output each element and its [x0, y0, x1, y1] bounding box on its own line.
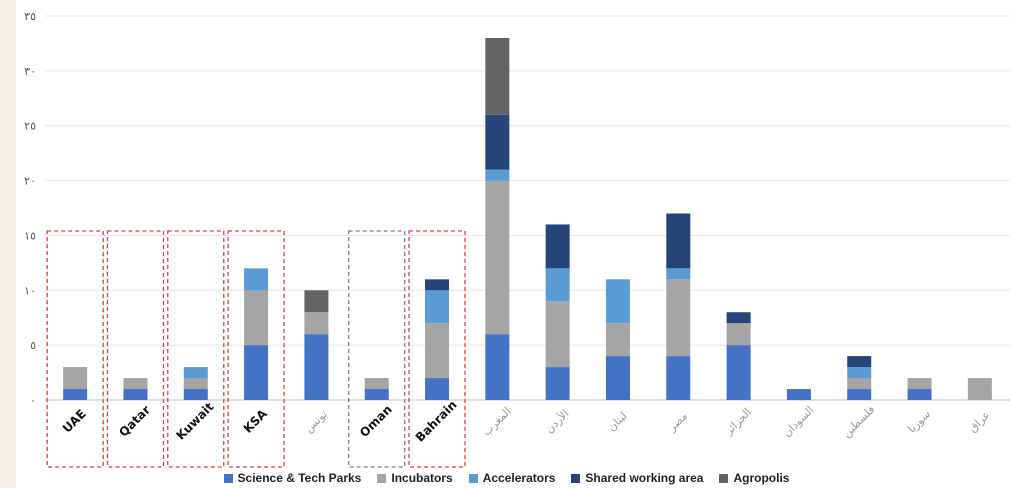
x-tick-label: المغرب: [480, 405, 514, 439]
highlight-box: [408, 230, 466, 468]
highlight-box: [46, 230, 104, 468]
bar-segment: [425, 290, 450, 324]
bar-segment: [425, 378, 450, 400]
bar-segment: [847, 389, 872, 400]
bar-segment: [244, 345, 269, 400]
legend-item-accelerators: Accelerators: [468, 471, 556, 485]
y-tick-label: ١٠: [24, 284, 36, 297]
legend-swatch: [571, 473, 581, 483]
x-tick-label: الأردن: [542, 406, 571, 435]
bar-segment: [63, 367, 88, 390]
x-tick-label: Kuwait: [174, 400, 217, 443]
bar-segment: [364, 389, 389, 400]
bar-segment: [425, 323, 450, 379]
x-tick-label: UAE: [60, 407, 89, 436]
bar-segment: [183, 378, 208, 390]
bar-segment: [63, 389, 88, 400]
legend-label: Shared working area: [585, 471, 704, 485]
legend-item-shared-working-area: Shared working area: [571, 471, 703, 485]
bar-segment: [485, 334, 510, 400]
y-tick-label: ٢٠: [24, 175, 36, 188]
x-tick-label: الجزائر: [722, 406, 754, 438]
bar-segment: [605, 323, 630, 357]
highlight-box: [348, 230, 406, 468]
bar-segment: [425, 279, 450, 291]
x-tick-label: عراق: [966, 408, 992, 434]
legend-item-incubators: Incubators: [377, 471, 453, 485]
x-tick-label: مصر: [665, 409, 690, 434]
highlight-box: [167, 230, 225, 468]
bar-segment: [726, 323, 751, 346]
legend-item-agropolis: Agropolis: [719, 471, 789, 485]
bar-segment: [847, 378, 872, 390]
legend-label: Agropolis: [733, 471, 790, 485]
legend-label: Science & Tech Parks: [237, 471, 362, 485]
legend-swatch: [468, 473, 478, 483]
bar-segment: [545, 224, 570, 269]
bar-segment: [786, 389, 811, 400]
bar-segment: [666, 213, 691, 269]
chart-legend: Science & Tech Parks Incubators Accelera…: [0, 469, 1013, 487]
bar-segment: [666, 279, 691, 357]
x-tick-label: فلسطين: [840, 403, 877, 440]
y-tick-label: ٥: [30, 339, 36, 352]
x-tick-label: السودان: [780, 404, 816, 440]
bar-segment: [123, 389, 148, 400]
x-tick-label: KSA: [241, 406, 271, 436]
bar-segment: [545, 367, 570, 400]
bar-segment: [545, 301, 570, 368]
legend-swatch: [377, 473, 387, 483]
y-tick-label: ٣٥: [24, 10, 36, 23]
bar-segment: [847, 356, 872, 368]
y-tick-label: ٠: [30, 394, 36, 407]
highlight-box: [106, 230, 165, 468]
bar-segment: [485, 37, 510, 115]
legend-label: Accelerators: [482, 471, 556, 485]
bar-segment: [485, 114, 510, 170]
bar-segment: [666, 356, 691, 400]
stacked-bar-chart: ٠ ٥ ١٠ ١٥ ٢٠ ٢٥ ٣٠ ٣٥ UAE Qatar Kuwait KSA تونس Oman B…: [24, 10, 1010, 468]
bar-segment: [123, 378, 148, 390]
bar-segment: [545, 268, 570, 302]
x-tick-label: Qatar: [116, 403, 153, 440]
y-tick-label: ٢٥: [24, 120, 36, 133]
legend-label: Incubators: [391, 471, 453, 485]
x-tick-label: سوريا: [905, 408, 933, 436]
bar-segment: [907, 389, 932, 400]
bar-segment: [967, 378, 992, 400]
bar-segment: [183, 389, 208, 400]
bar-segment: [304, 312, 329, 335]
legend-swatch: [719, 473, 729, 483]
bar-segment: [183, 367, 208, 379]
left-margin-strip: [0, 0, 16, 488]
bar-segment: [244, 290, 269, 346]
y-tick-label: ٣٠: [24, 65, 36, 78]
x-tick-label: لبنان: [605, 409, 629, 433]
legend-swatch: [223, 473, 233, 483]
bar-segment: [304, 334, 329, 400]
bar-segment: [485, 169, 510, 181]
bar-segment: [907, 378, 932, 390]
y-tick-label: ١٥: [24, 229, 36, 242]
x-tick-label: Bahrain: [413, 398, 460, 445]
bar-segment: [666, 268, 691, 280]
legend-item-science-tech-parks: Science & Tech Parks: [223, 471, 362, 485]
bar-segment: [304, 290, 329, 313]
bar-segment: [485, 180, 510, 335]
bar-segment: [364, 378, 389, 390]
bar-segment: [605, 279, 630, 324]
highlight-box: [227, 230, 285, 468]
bar-segment: [847, 367, 872, 379]
x-tick-label: تونس: [302, 408, 329, 435]
bar-segment: [726, 312, 751, 324]
x-tick-label: Oman: [357, 402, 395, 440]
bar-segment: [244, 268, 269, 291]
bar-segment: [726, 345, 751, 400]
bar-segment: [605, 356, 630, 400]
